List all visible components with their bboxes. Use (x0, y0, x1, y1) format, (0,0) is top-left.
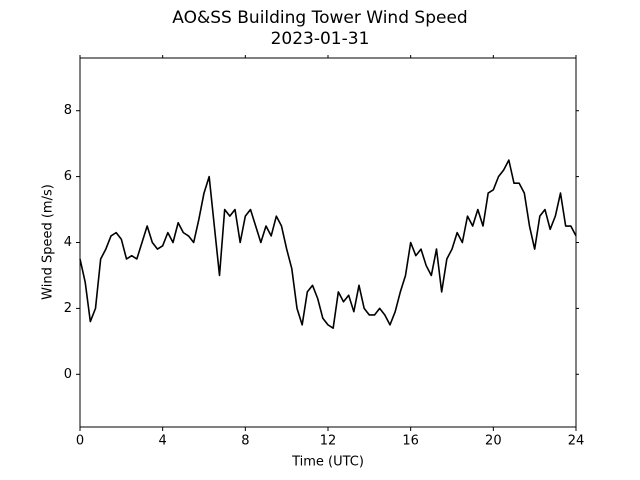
y-tick-label: 6 (64, 169, 72, 184)
x-tick-label: 8 (241, 434, 249, 449)
y-tick-label: 4 (64, 235, 72, 250)
y-tick-label: 8 (64, 103, 72, 118)
x-tick-label: 0 (76, 434, 84, 449)
chart-title: AO&SS Building Tower Wind Speed (172, 8, 467, 28)
x-tick-label: 4 (159, 434, 167, 449)
y-tick-label: 0 (64, 367, 72, 382)
y-axis-label: Wind Speed (m/s) (41, 184, 56, 300)
x-tick-label: 24 (568, 434, 585, 449)
x-tick-label: 16 (402, 434, 419, 449)
x-tick-label: 20 (485, 434, 502, 449)
chart-subtitle: 2023-01-31 (271, 29, 370, 49)
y-tick-label: 2 (64, 301, 72, 316)
x-axis-label: Time (UTC) (291, 455, 364, 470)
data-line (79, 159, 577, 329)
plot-frame (79, 57, 577, 428)
x-tick-label: 12 (320, 434, 337, 449)
